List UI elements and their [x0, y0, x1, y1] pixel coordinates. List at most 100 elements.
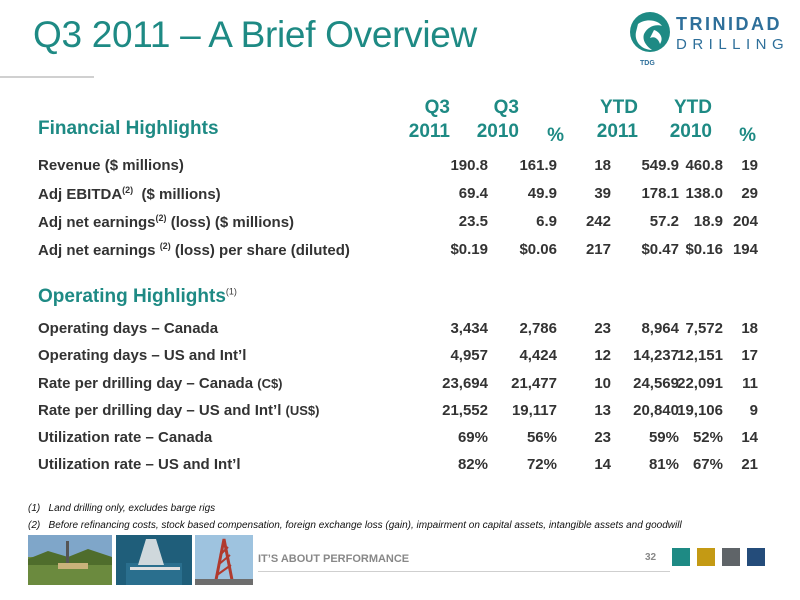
table-row-revenue: Revenue ($ millions) 190.8 161.9 18 549.…: [38, 157, 758, 179]
value-q3-2011: 82%: [457, 456, 488, 473]
table-row-operating-days-us: Operating days – US and Int’l 4,957 4,42…: [38, 347, 758, 369]
value-ytd-2011: 8,964: [641, 320, 679, 337]
footnote-1: (1) Land drilling only, excludes barge r…: [28, 503, 216, 514]
value-ytd-2010: 52%: [692, 429, 723, 446]
value-ytd-2011: 14,237: [633, 347, 679, 364]
table-row-rate-us: Rate per drilling day – US and Int’l (US…: [38, 402, 758, 424]
value-pct-q: 39: [594, 185, 611, 202]
value-pct-ytd: 21: [741, 456, 758, 473]
value-q3-2010: 56%: [526, 429, 557, 446]
col-header-q3-2010-line1: Q3: [493, 97, 519, 118]
value-ytd-2011: 178.1: [641, 185, 679, 202]
operating-footnote-ref: (1): [225, 286, 237, 297]
col-header-pct-ytd: %: [739, 125, 756, 146]
row-label-text: Rate per drilling day – Canada: [38, 375, 258, 392]
row-label-text: Adj net earnings: [38, 214, 156, 231]
page-title: Q3 2011 – A Brief Overview: [33, 14, 477, 55]
row-label: Adj EBITDA(2) ($ millions): [38, 185, 221, 203]
page-number: 32: [645, 552, 657, 563]
drilling-rig-photo: [116, 535, 192, 585]
table-row-adj-net-earnings-per-share: Adj net earnings (2) (loss) per share (d…: [38, 241, 758, 263]
value-q3-2011: $0.19: [450, 241, 488, 258]
row-label-suffix: (loss) ($ millions): [166, 214, 295, 231]
col-header-q3-2010: Q3 2010: [439, 96, 519, 144]
slide-footer: IT’S ABOUT PERFORMANCE 32: [0, 532, 800, 600]
footnote-2: (2) Before refinancing costs, stock base…: [28, 520, 682, 531]
value-pct-q: 242: [585, 213, 611, 230]
col-header-ytd-2011-line2: 2011: [596, 121, 638, 142]
value-ytd-2011: 24,569: [633, 375, 679, 392]
value-q3-2010: 4,424: [519, 347, 557, 364]
value-pct-ytd: 17: [741, 347, 758, 364]
row-label: Rate per drilling day – Canada (C$): [38, 375, 283, 392]
row-label: Adj net earnings(2) (loss) ($ millions): [38, 213, 294, 231]
value-ytd-2010: 18.9: [693, 213, 723, 230]
title-divider: [0, 76, 94, 78]
table-row-utilization-us: Utilization rate – US and Int’l 82% 72% …: [38, 456, 758, 478]
row-label-currency: (C$): [257, 376, 283, 391]
footer-divider: [258, 571, 670, 572]
brand-square-teal: [672, 548, 690, 566]
col-header-q3-2011: Q3 2011: [370, 96, 450, 144]
row-label-suffix: (loss) per share (diluted): [170, 242, 350, 259]
value-ytd-2010: 19,106: [677, 402, 723, 419]
operating-highlights-title: Operating Highlights: [38, 286, 226, 307]
value-q3-2010: 6.9: [536, 213, 557, 230]
value-pct-ytd: 18: [741, 320, 758, 337]
brand-square-gold: [697, 548, 715, 566]
value-pct-ytd: 29: [741, 185, 758, 202]
value-ytd-2010: 67%: [692, 456, 723, 473]
col-header-ytd-2010-line2: 2010: [669, 121, 712, 142]
col-header-ytd-2010-line1: YTD: [674, 97, 712, 118]
value-q3-2011: 21,552: [442, 402, 488, 419]
row-label: Rate per drilling day – US and Int’l (US…: [38, 402, 320, 419]
operating-highlights-heading: Operating Highlights(1): [38, 286, 237, 308]
value-ytd-2011: 81%: [648, 456, 679, 473]
value-q3-2010: 49.9: [527, 185, 557, 202]
value-ytd-2010: 460.8: [685, 157, 723, 174]
value-ytd-2011: 20,840: [633, 402, 679, 419]
col-header-ytd-2010: YTD 2010: [632, 96, 712, 144]
value-q3-2011: 23.5: [458, 213, 488, 230]
footer-tagline: IT’S ABOUT PERFORMANCE: [258, 553, 410, 565]
col-header-ytd-2011-line1: YTD: [600, 97, 638, 118]
row-label: Revenue ($ millions): [38, 157, 184, 174]
row-label: Operating days – Canada: [38, 320, 219, 337]
row-label-text: Rate per drilling day – US and Int’l: [38, 402, 286, 419]
value-pct-q: 14: [594, 456, 611, 473]
value-ytd-2011: 549.9: [641, 157, 679, 174]
value-pct-ytd: 14: [741, 429, 758, 446]
col-header-ytd-2011: YTD 2011: [558, 96, 638, 144]
table-row-rate-canada: Rate per drilling day – Canada (C$) 23,6…: [38, 375, 758, 397]
value-pct-q: 23: [594, 320, 611, 337]
col-header-q3-2011-line2: 2011: [408, 121, 450, 142]
value-q3-2011: 69.4: [458, 185, 488, 202]
company-logo: TRINIDAD DRILLING TDG: [628, 10, 788, 76]
value-q3-2011: 4,957: [450, 347, 488, 364]
value-ytd-2010: 12,151: [677, 347, 723, 364]
value-pct-ytd: 9: [749, 402, 758, 419]
value-q3-2010: 21,477: [511, 375, 557, 392]
table-row-operating-days-canada: Operating days – Canada 3,434 2,786 23 8…: [38, 320, 758, 342]
row-label-text: Adj EBITDA: [38, 186, 123, 203]
row-label-footnote-ref: (2): [155, 213, 167, 223]
col-header-q3-2010-line2: 2010: [476, 121, 519, 142]
value-ytd-2010: 7,572: [685, 320, 723, 337]
value-q3-2010: 72%: [526, 456, 557, 473]
value-q3-2011: 190.8: [450, 157, 488, 174]
value-pct-q: 217: [585, 241, 611, 258]
logo-text-drilling: DRILLING: [676, 36, 790, 53]
value-q3-2010: 2,786: [519, 320, 557, 337]
row-label-footnote-ref: (2): [122, 185, 134, 195]
table-row-utilization-canada: Utilization rate – Canada 69% 56% 23 59%…: [38, 429, 758, 451]
value-pct-q: 18: [594, 157, 611, 174]
value-pct-q: 10: [594, 375, 611, 392]
value-ytd-2011: 57.2: [649, 213, 679, 230]
value-pct-ytd: 11: [742, 375, 758, 392]
value-pct-q: 12: [594, 347, 611, 364]
value-q3-2011: 3,434: [450, 320, 488, 337]
table-row-adj-ebitda: Adj EBITDA(2) ($ millions) 69.4 49.9 39 …: [38, 185, 758, 207]
row-label-footnote-ref: (2): [159, 241, 171, 251]
value-ytd-2010: $0.16: [685, 241, 723, 258]
brand-square-gray: [722, 548, 740, 566]
